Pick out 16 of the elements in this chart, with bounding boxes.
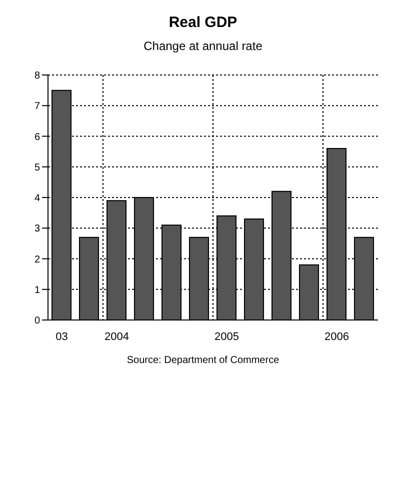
chart-subtitle: Change at annual rate <box>142 39 264 53</box>
y-tick-label: 5 <box>34 162 40 174</box>
chart-title: Real GDP <box>168 14 238 31</box>
y-tick-label: 7 <box>34 101 40 112</box>
y-tick-label: 3 <box>34 224 40 235</box>
y-tick-label: 4 <box>34 193 40 204</box>
y-tick-label: 0 <box>34 316 40 327</box>
y-tick-label: 6 <box>34 132 40 143</box>
source-note: Source: Department of Commerce <box>126 355 280 366</box>
x-tick-label: 2004 <box>104 331 129 343</box>
y-tick-label: 2 <box>34 254 40 266</box>
y-tick-label: 1 <box>34 284 40 296</box>
x-tick-label: 2005 <box>214 331 239 343</box>
x-tick-label: 03 <box>56 331 68 343</box>
x-tick-label: 2006 <box>324 331 349 343</box>
y-tick-label: 8 <box>34 70 40 82</box>
